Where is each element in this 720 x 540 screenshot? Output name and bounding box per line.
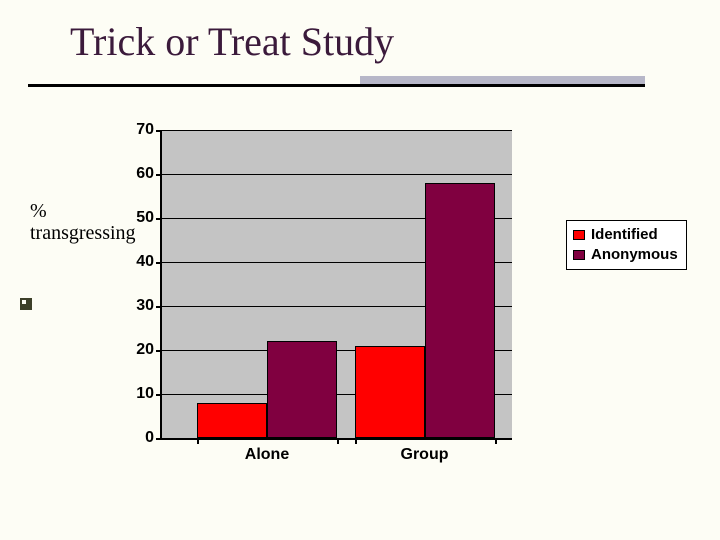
y-tick (156, 174, 162, 176)
y-tick-label: 70 (136, 121, 154, 139)
y-tick-label: 0 (145, 429, 154, 447)
y-tick-label: 10 (136, 385, 154, 403)
y-tick (156, 218, 162, 220)
y-tick-label: 20 (136, 341, 154, 359)
legend-swatch-anonymous (573, 250, 585, 260)
legend-label-anonymous: Anonymous (591, 245, 678, 265)
gridline (162, 174, 512, 175)
x-tick (197, 438, 199, 444)
y-tick (156, 306, 162, 308)
gridline (162, 130, 512, 131)
title-underline (28, 84, 645, 87)
page-title: Trick or Treat Study (70, 18, 394, 65)
y-tick (156, 438, 162, 440)
y-tick-label: 60 (136, 165, 154, 183)
legend-label-identified: Identified (591, 225, 658, 245)
x-tick (337, 438, 339, 444)
plot-area: 010203040506070AloneGroup (160, 130, 512, 440)
bar-chart: 010203040506070AloneGroup (120, 130, 560, 490)
y-tick (156, 394, 162, 396)
legend-item-identified: Identified (573, 225, 678, 245)
bullet-icon (20, 298, 32, 310)
y-tick-label: 30 (136, 297, 154, 315)
x-tick-label: Group (401, 446, 449, 464)
slide: Trick or Treat Study % transgressing 010… (0, 0, 720, 540)
x-tick (355, 438, 357, 444)
y-tick (156, 262, 162, 264)
x-tick-label: Alone (245, 446, 289, 464)
legend-swatch-identified (573, 230, 585, 240)
x-tick (495, 438, 497, 444)
bar-anonymous-group (425, 183, 495, 438)
legend-item-anonymous: Anonymous (573, 245, 678, 265)
bar-anonymous-alone (267, 341, 337, 438)
y-tick-label: 40 (136, 253, 154, 271)
y-tick-label: 50 (136, 209, 154, 227)
y-tick (156, 130, 162, 132)
bar-identified-alone (197, 403, 267, 438)
legend: Identified Anonymous (566, 220, 687, 270)
y-tick (156, 350, 162, 352)
bar-identified-group (355, 346, 425, 438)
